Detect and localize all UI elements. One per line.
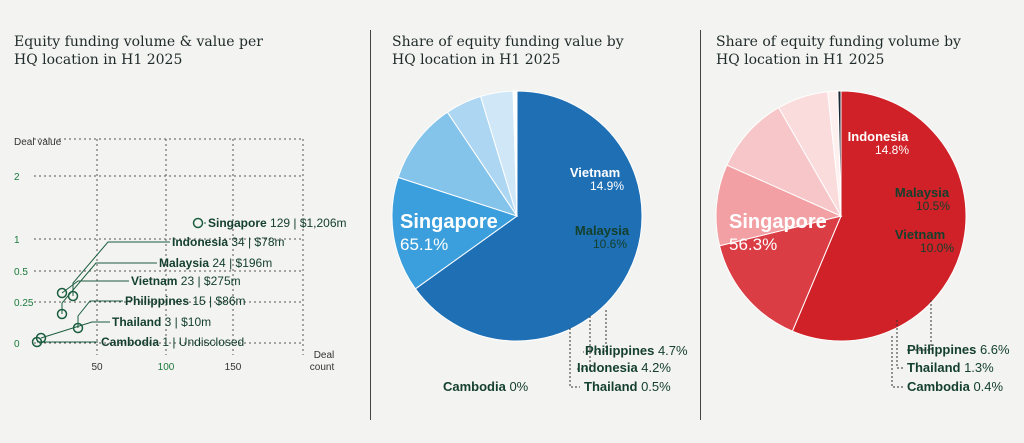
scatter-title-line-2: HQ location in H1 2025 — [14, 52, 183, 68]
divider-left — [370, 30, 371, 420]
scatter-point — [56, 287, 68, 299]
leader-line — [61, 280, 129, 294]
x-tick-label: 150 — [225, 362, 242, 373]
slice-label-value: 65.1% — [400, 235, 448, 254]
slice-label-value: 10.5% — [916, 199, 950, 213]
scatter-point-label: Cambodia 1 | Undisclosed — [101, 335, 244, 349]
leader-line — [896, 320, 905, 369]
value-pie-title-line-2: HQ location in H1 2025 — [392, 52, 561, 68]
value-pie-title: Share of equity funding value by HQ loca… — [392, 33, 624, 69]
slice-label-value: 14.9% — [590, 179, 624, 193]
outer-label: Cambodia 0% — [443, 379, 529, 394]
x-axis-label-line-2: count — [310, 362, 335, 373]
slice-label-value: 10.6% — [593, 237, 627, 251]
outer-label: Thailand 1.3% — [907, 360, 994, 375]
y-axis-label: Deal value — [14, 137, 62, 148]
pie-slice — [791, 90, 967, 342]
scatter-point — [56, 308, 68, 320]
slice-label-name: Malaysia — [895, 185, 950, 200]
leader-line — [77, 300, 123, 328]
pie-slice — [397, 111, 519, 217]
scatter-point-label: Vietnam 23 | $275m — [131, 274, 241, 288]
leader-line — [569, 328, 580, 388]
scatter-point-label: Singapore 129 | $1,206m — [208, 216, 347, 230]
slice-label-name: Indonesia — [848, 129, 909, 144]
scatter-title-line-1: Equity funding volume & value per — [14, 34, 263, 50]
scatter-point — [192, 217, 204, 229]
slice-label-value: 56.3% — [729, 235, 777, 254]
leader-line — [891, 336, 905, 388]
divider-right — [700, 30, 701, 420]
pie-slice — [512, 90, 518, 217]
slice-label-value: 10.0% — [920, 241, 954, 255]
outer-label: Cambodia 0.4% — [907, 379, 1004, 394]
outer-label: Indonesia 4.2% — [577, 360, 671, 375]
pie-slice — [837, 90, 842, 217]
y-tick-label: 0.25 — [14, 298, 34, 309]
pie-slice — [718, 215, 842, 332]
scatter-point-label: Malaysia 24 | $196m — [159, 256, 272, 270]
scatter-title: Equity funding volume & value per HQ loc… — [14, 33, 263, 69]
leader-line — [575, 316, 591, 370]
volume-pie-title: Share of equity funding volume by HQ loc… — [716, 33, 961, 69]
slice-label-name: Singapore — [400, 211, 498, 233]
leader-line — [906, 300, 932, 351]
outer-label: Thailand 0.5% — [584, 379, 671, 394]
slice-label-name: Malaysia — [575, 223, 630, 238]
pie-slice — [414, 90, 643, 342]
y-tick-label: 0.5 — [14, 267, 28, 278]
slice-label-name: Vietnam — [570, 165, 620, 180]
y-tick-label: 1 — [14, 235, 20, 246]
y-tick-label: 2 — [14, 172, 20, 183]
scatter-point-label: Philippines 15 | $86m — [125, 294, 246, 308]
volume-pie-title-line-1: Share of equity funding volume by — [716, 34, 961, 50]
scatter-point — [31, 336, 43, 348]
slice-label-name: Vietnam — [895, 227, 945, 242]
pie-slice — [726, 106, 843, 218]
outer-label: Philippines 6.6% — [907, 342, 1010, 357]
value-pie-title-line-1: Share of equity funding value by — [392, 34, 624, 50]
slice-label-name: Singapore — [729, 211, 827, 233]
pie-slice — [391, 176, 519, 290]
outer-label: Philippines 4.7% — [585, 343, 688, 358]
x-tick-label: 50 — [91, 362, 103, 373]
volume-pie-title-line-2: HQ location in H1 2025 — [716, 52, 885, 68]
leader-line — [583, 310, 607, 353]
x-tick-label: 100 — [158, 362, 175, 373]
scatter-point-label: Thailand 3 | $10m — [112, 315, 211, 329]
leader-line — [40, 321, 110, 339]
x-axis-label-line-1: Deal — [314, 350, 335, 361]
leader-line — [61, 262, 157, 314]
y-tick-label: 0 — [14, 339, 20, 350]
scatter-point-label: Indonesia 34 | $78m — [172, 235, 285, 249]
slice-label-value: 14.8% — [875, 143, 909, 157]
pie-slice — [715, 164, 843, 247]
